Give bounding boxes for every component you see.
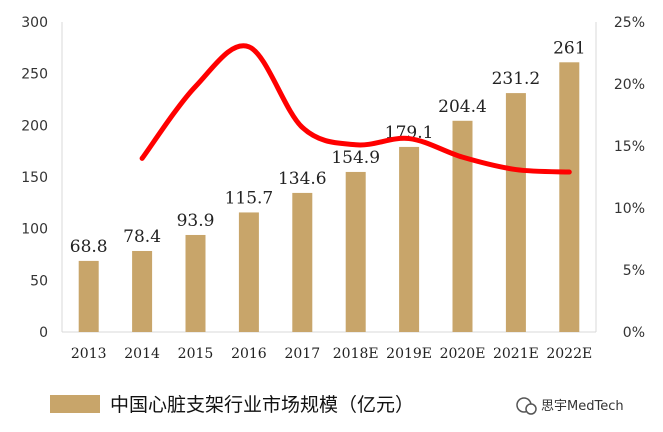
- x-tick-2021E: 2021E: [493, 346, 539, 362]
- y-right-tick-20pct: 20%: [614, 77, 645, 93]
- bar-label-2022E: 261: [553, 38, 585, 58]
- bar-label-2016: 115.7: [225, 188, 274, 208]
- bar-2016: [238, 212, 259, 332]
- bar-data-labels: 68.8 78.493.9115.7134.6154.9179.1204.4231…: [70, 38, 586, 257]
- bar-2017: [292, 192, 313, 332]
- y-left-tick-150: 150: [21, 170, 48, 186]
- bar-2014: [132, 250, 153, 332]
- bar-2021E: [505, 93, 526, 333]
- y-right-tick-15pct: 15%: [614, 139, 645, 155]
- x-tick-2022E: 2022E: [546, 346, 592, 362]
- bar-2015: [185, 234, 206, 332]
- bar-label-2014: 78.4: [123, 227, 161, 247]
- x-tick-2013: 2013: [71, 346, 107, 362]
- y-axis-left-ticks: 0 50 100 150 200 250 300: [21, 15, 48, 341]
- y-left-tick-200: 200: [21, 118, 48, 134]
- legend-swatch: [50, 395, 100, 413]
- y-axis-right-ticks: 0% 5% 10% 15% 20% 25%: [614, 15, 645, 341]
- legend-label: 中国心脏支架行业市场规模（亿元）: [110, 394, 414, 416]
- x-tick-2017: 2017: [284, 346, 320, 362]
- wechat-icon-small: [525, 403, 537, 415]
- y-left-tick-100: 100: [21, 222, 48, 238]
- x-axis-ticks: 2013 2014 2015 2016 2017 2018E 2019E 2020E 2021E…: [71, 346, 592, 362]
- growth-rate-line: [139, 43, 572, 175]
- bar-2018E: [345, 171, 366, 332]
- watermark: 思宇MedTech: [516, 397, 624, 415]
- bar-series: [78, 62, 580, 333]
- bar-label-2018E: 154.9: [331, 148, 380, 168]
- x-tick-2015: 2015: [178, 346, 214, 362]
- y-right-tick-0pct: 0%: [623, 325, 645, 341]
- y-left-tick-0: 0: [39, 325, 48, 341]
- x-tick-2016: 2016: [231, 346, 267, 362]
- x-tick-2018E: 2018E: [333, 346, 379, 362]
- y-right-tick-10pct: 10%: [614, 201, 645, 217]
- x-tick-2014: 2014: [124, 346, 160, 362]
- bar-label-2020E: 204.4: [438, 97, 487, 117]
- bar-2019E: [399, 146, 420, 332]
- y-left-tick-300: 300: [21, 15, 48, 31]
- bar-label-2017: 134.6: [278, 169, 327, 189]
- y-left-tick-50: 50: [30, 273, 48, 289]
- watermark-text: 思宇MedTech: [541, 399, 624, 414]
- y-right-tick-25pct: 25%: [614, 15, 645, 31]
- bar-label-2021E: 231.2: [492, 69, 541, 89]
- legend: 中国心脏支架行业市场规模（亿元）: [50, 394, 414, 416]
- bar-2020E: [452, 120, 473, 332]
- x-tick-2019E: 2019E: [386, 346, 432, 362]
- x-tick-2020E: 2020E: [440, 346, 486, 362]
- bar-2013: [78, 260, 99, 332]
- bar-label-2015: 93.9: [177, 211, 215, 231]
- bar-2022E: [559, 62, 580, 333]
- y-right-tick-5pct: 5%: [623, 263, 645, 279]
- bar-label-2013: 68.8: [70, 237, 108, 257]
- y-left-tick-250: 250: [21, 67, 48, 83]
